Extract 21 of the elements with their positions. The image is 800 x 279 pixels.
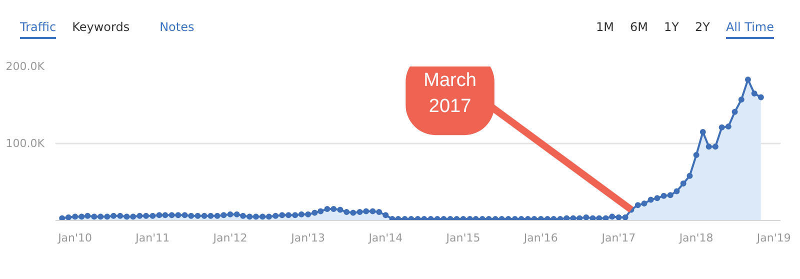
text: 1M <box>596 20 614 34</box>
x-tick-label: Jan'18 <box>678 232 714 244</box>
x-tick-label: Jan'13 <box>290 232 326 244</box>
text: 6M <box>630 20 648 34</box>
y-tick-label: 100.0K <box>6 137 46 150</box>
x-tick-label: Jan'16 <box>522 232 558 244</box>
text: Traffic <box>20 20 56 39</box>
text: 1Y <box>664 20 679 34</box>
y-tick-label: 200.0K <box>6 60 46 73</box>
x-tick-label: Jan'12 <box>212 232 248 244</box>
x-tick-label: Jan'14 <box>368 232 403 244</box>
x-tick-label: Jan'10 <box>57 232 92 244</box>
text: 2Y <box>694 20 710 34</box>
text: All Time <box>726 20 774 39</box>
x-tick-label: Jan'15 <box>445 232 480 244</box>
x-tick-label: Jan'11 <box>134 232 170 244</box>
text: Notes <box>160 20 194 34</box>
x-tick-label: Jan'17 <box>600 232 636 244</box>
annotation: March 2017 <box>424 70 476 118</box>
x-tick-label: Jan'19 <box>756 232 791 244</box>
text: Keywords <box>72 20 130 34</box>
